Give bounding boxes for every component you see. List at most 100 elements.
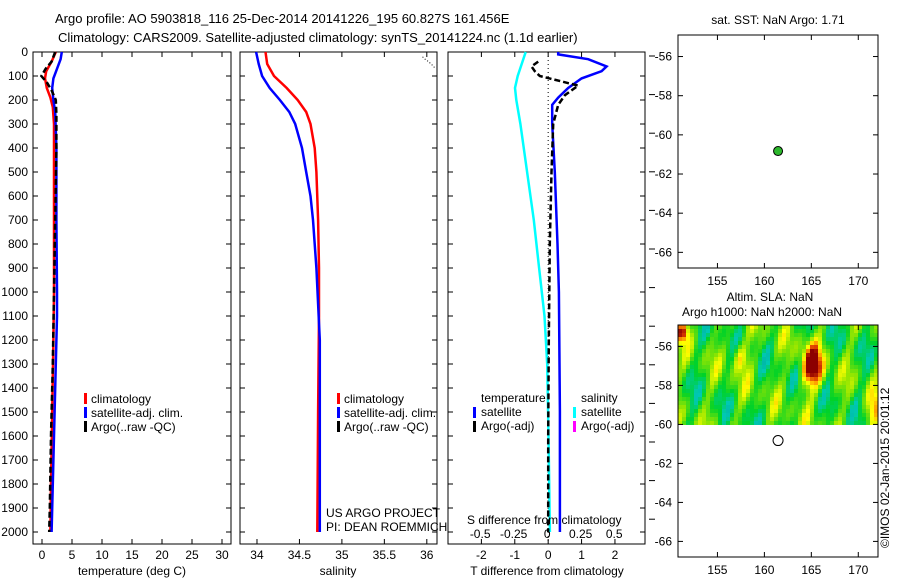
heatmap-cell	[810, 345, 814, 349]
heatmap-cell	[706, 353, 710, 357]
heatmap-cell	[826, 421, 830, 425]
heatmap-cell	[750, 405, 754, 409]
heatmap-cell	[810, 349, 814, 353]
heatmap-cell	[802, 377, 806, 381]
heatmap-cell	[810, 333, 814, 337]
heatmap-cell	[866, 393, 870, 397]
heatmap-cell	[750, 421, 754, 425]
heatmap-cell	[774, 357, 778, 361]
heatmap-cell	[738, 333, 742, 337]
heatmap-cell	[826, 345, 830, 349]
heatmap-cell	[726, 365, 730, 369]
heatmap-cell	[822, 421, 826, 425]
heatmap-cell	[854, 393, 858, 397]
heatmap-cell	[806, 337, 810, 341]
heatmap-cell	[718, 389, 722, 393]
heatmap-cell	[754, 333, 758, 337]
legend-label-t-argo: Argo(-adj)	[481, 419, 534, 433]
heatmap-cell	[858, 409, 862, 413]
heatmap-cell	[866, 361, 870, 365]
heatmap-cell	[810, 401, 814, 405]
heatmap-cell	[758, 417, 762, 421]
heatmap-cell	[758, 421, 762, 425]
heatmap-cell	[758, 341, 762, 345]
heatmap-cell	[874, 389, 878, 393]
heatmap-cell	[810, 421, 814, 425]
heatmap-cell	[826, 349, 830, 353]
heatmap-cell	[818, 385, 822, 389]
heatmap-cell	[786, 421, 790, 425]
heatmap-cell	[730, 377, 734, 381]
heatmap-cell	[858, 413, 862, 417]
heatmap-cell	[730, 413, 734, 417]
heatmap-cell	[794, 369, 798, 373]
heatmap-cell	[842, 381, 846, 385]
heatmap-cell	[822, 333, 826, 337]
heatmap-cell	[682, 349, 686, 353]
heatmap-cell	[678, 341, 682, 345]
heatmap-cell	[862, 397, 866, 401]
heatmap-cell	[782, 325, 786, 329]
heatmap-cell	[798, 417, 802, 421]
heatmap-cell	[750, 325, 754, 329]
heatmap-cell	[838, 337, 842, 341]
heatmap-cell	[826, 341, 830, 345]
series-argo-raw-qc-	[39, 51, 58, 533]
heatmap-cell	[822, 389, 826, 393]
heatmap-cell	[750, 369, 754, 373]
heatmap-cell	[814, 333, 818, 337]
heatmap-cell	[814, 405, 818, 409]
heatmap-cell	[866, 333, 870, 337]
heatmap-cell	[762, 409, 766, 413]
heatmap-cell	[782, 393, 786, 397]
heatmap-cell	[842, 369, 846, 373]
heatmap-cell	[738, 365, 742, 369]
heatmap-cell	[694, 365, 698, 369]
heatmap-cell	[830, 389, 834, 393]
heatmap-cell	[758, 413, 762, 417]
heatmap-cell	[858, 397, 862, 401]
temperature-profile-axes: 0100200300400500600700800900100011001200…	[1, 45, 232, 562]
heatmap-cell	[686, 365, 690, 369]
heatmap-cell	[766, 365, 770, 369]
heatmap-cell	[726, 409, 730, 413]
heatmap-cell	[790, 405, 794, 409]
x-tick-label: 20	[155, 548, 169, 562]
heatmap-cell	[838, 345, 842, 349]
heatmap-cell	[798, 373, 802, 377]
heatmap-cell	[774, 349, 778, 353]
heatmap-cell	[798, 409, 802, 413]
heatmap-cell	[698, 421, 702, 425]
heatmap-cell	[838, 361, 842, 365]
x-tick-label: 165	[801, 563, 821, 577]
heatmap-cell	[822, 381, 826, 385]
heatmap-cell	[714, 409, 718, 413]
heatmap-cell	[818, 365, 822, 369]
heatmap-cell	[794, 381, 798, 385]
heatmap-cell	[698, 337, 702, 341]
heatmap-cell	[738, 409, 742, 413]
heatmap-cell	[770, 325, 774, 329]
heatmap-cell	[770, 377, 774, 381]
heatmap-cell	[690, 341, 694, 345]
y-tick-label: -66	[655, 534, 673, 548]
heatmap-cell	[714, 397, 718, 401]
heatmap-cell	[746, 357, 750, 361]
heatmap-cell	[766, 369, 770, 373]
heatmap-cell	[714, 369, 718, 373]
y-tick-label: 1600	[1, 429, 28, 443]
heatmap-cell	[798, 381, 802, 385]
heatmap-cell	[814, 353, 818, 357]
heatmap-cell	[854, 421, 858, 425]
heatmap-cell	[694, 329, 698, 333]
heatmap-cell	[778, 393, 782, 397]
heatmap-cell	[850, 349, 854, 353]
heatmap-cell	[770, 409, 774, 413]
heatmap-cell	[762, 385, 766, 389]
heatmap-cell	[802, 369, 806, 373]
heatmap-cell	[706, 361, 710, 365]
heatmap-cell	[690, 417, 694, 421]
heatmap-cell	[814, 377, 818, 381]
heatmap-cell	[718, 393, 722, 397]
heatmap-cell	[686, 393, 690, 397]
